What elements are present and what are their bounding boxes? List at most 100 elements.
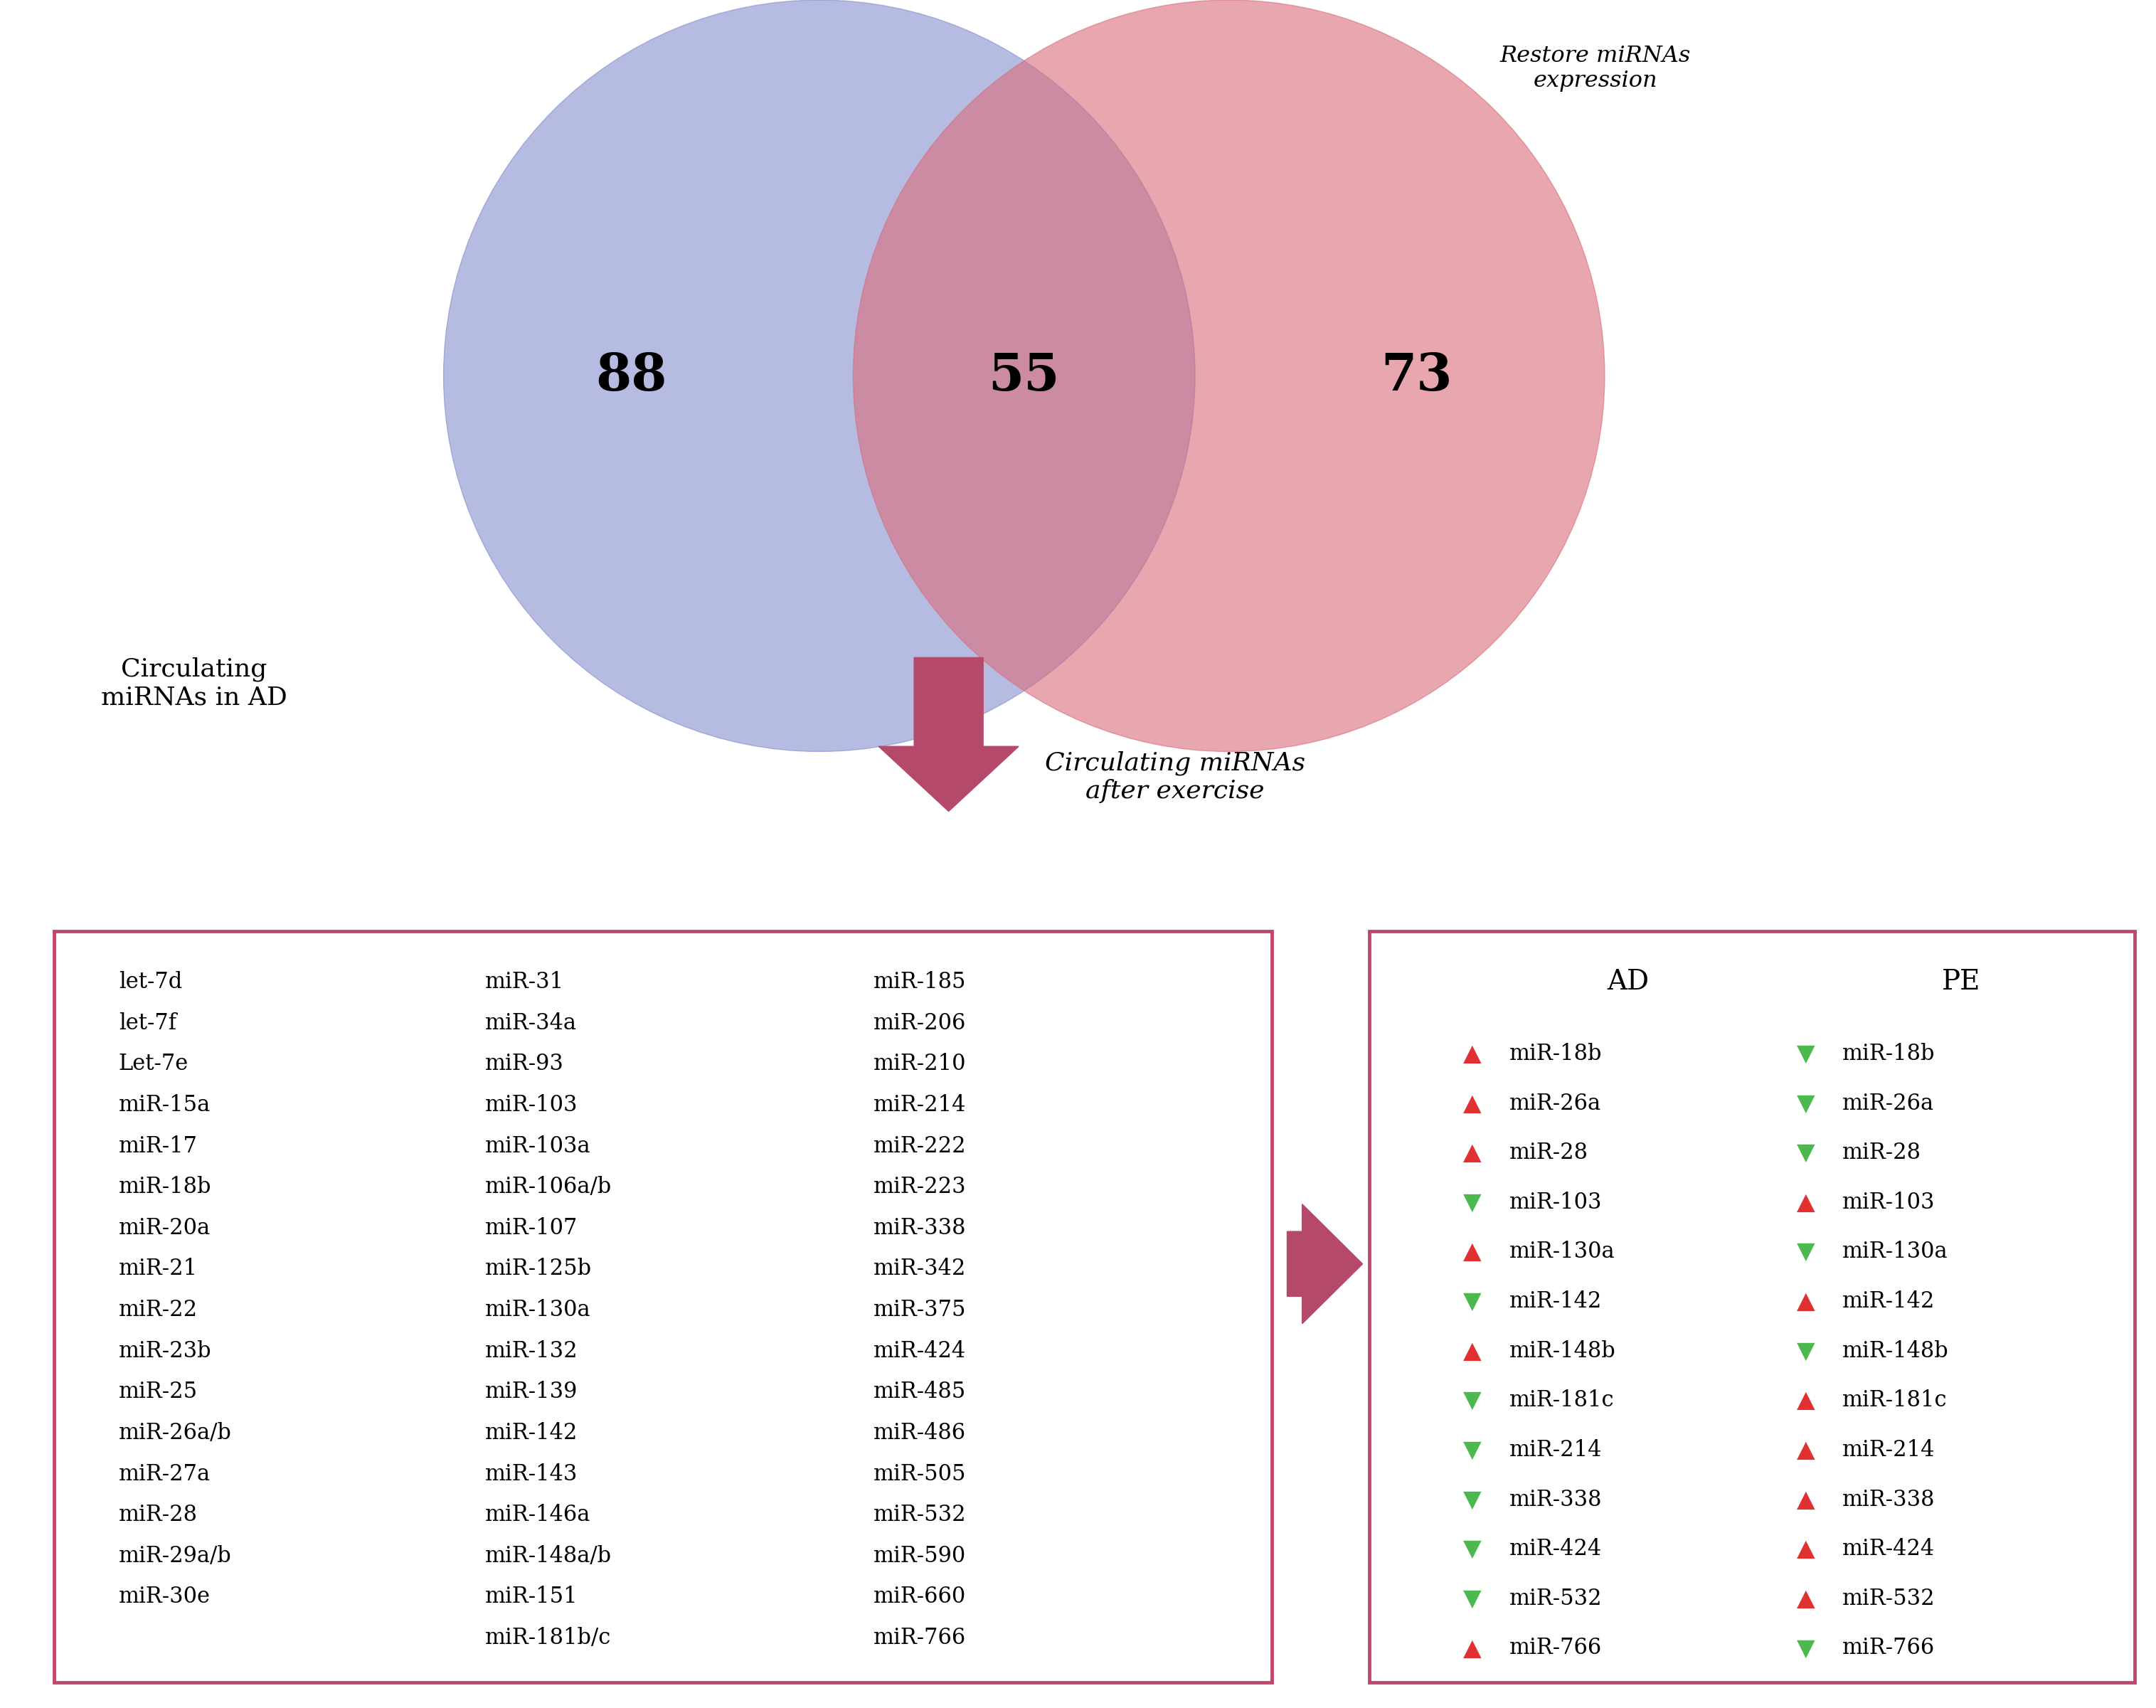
- Text: ▲: ▲: [1464, 1240, 1481, 1264]
- Text: miR-223: miR-223: [873, 1177, 966, 1197]
- Text: miR-222: miR-222: [873, 1136, 966, 1156]
- Text: miR-103a: miR-103a: [485, 1136, 591, 1156]
- Text: miR-139: miR-139: [485, 1382, 578, 1402]
- Text: ▼: ▼: [1464, 1537, 1481, 1561]
- Ellipse shape: [854, 0, 1604, 752]
- Text: Circulating miRNAs
after exercise: Circulating miRNAs after exercise: [1046, 752, 1304, 803]
- Text: miR-485: miR-485: [873, 1382, 966, 1402]
- Text: Let-7e: Let-7e: [119, 1054, 188, 1074]
- Text: miR-103: miR-103: [1843, 1192, 1936, 1213]
- Text: miR-26a: miR-26a: [1509, 1093, 1602, 1114]
- Text: miR-766: miR-766: [1509, 1638, 1602, 1658]
- Text: ▼: ▼: [1464, 1290, 1481, 1313]
- Text: ▲: ▲: [1464, 1141, 1481, 1165]
- FancyArrow shape: [880, 658, 1020, 811]
- Text: miR-146a: miR-146a: [485, 1505, 591, 1525]
- Text: miR-338: miR-338: [1509, 1489, 1602, 1510]
- Text: miR-532: miR-532: [1509, 1588, 1602, 1609]
- Text: miR-148b: miR-148b: [1843, 1341, 1949, 1361]
- Text: miR-206: miR-206: [873, 1013, 966, 1033]
- Text: Restore miRNAs
expression: Restore miRNAs expression: [1501, 44, 1690, 92]
- Text: ▼: ▼: [1464, 1190, 1481, 1214]
- FancyBboxPatch shape: [54, 931, 1272, 1682]
- Text: miR-505: miR-505: [873, 1464, 966, 1484]
- Text: miR-27a: miR-27a: [119, 1464, 211, 1484]
- Text: ▲: ▲: [1464, 1636, 1481, 1660]
- Text: ▼: ▼: [1796, 1240, 1815, 1264]
- Text: miR-29a/b: miR-29a/b: [119, 1546, 231, 1566]
- Text: miR-338: miR-338: [873, 1218, 966, 1238]
- Text: 55: 55: [987, 350, 1061, 401]
- Text: ▼: ▼: [1796, 1091, 1815, 1115]
- Text: miR-142: miR-142: [485, 1423, 578, 1443]
- Text: miR-30e: miR-30e: [119, 1587, 211, 1607]
- Text: miR-532: miR-532: [1843, 1588, 1936, 1609]
- Text: miR-342: miR-342: [873, 1259, 966, 1279]
- Text: miR-766: miR-766: [873, 1628, 966, 1648]
- FancyArrow shape: [1287, 1204, 1363, 1324]
- Text: miR-22: miR-22: [119, 1300, 198, 1320]
- Text: miR-130a: miR-130a: [485, 1300, 591, 1320]
- Text: miR-424: miR-424: [1509, 1539, 1602, 1559]
- Text: Circulating
miRNAs in AD: Circulating miRNAs in AD: [101, 658, 287, 709]
- Text: miR-28: miR-28: [119, 1505, 198, 1525]
- Text: miR-143: miR-143: [485, 1464, 578, 1484]
- Text: miR-185: miR-185: [873, 972, 966, 992]
- Text: ▼: ▼: [1464, 1488, 1481, 1512]
- Text: miR-486: miR-486: [873, 1423, 966, 1443]
- Text: miR-26a: miR-26a: [1843, 1093, 1934, 1114]
- Ellipse shape: [444, 0, 1194, 752]
- Text: ▲: ▲: [1796, 1537, 1815, 1561]
- Text: ▼: ▼: [1796, 1339, 1815, 1363]
- Text: miR-210: miR-210: [873, 1054, 966, 1074]
- Text: miR-31: miR-31: [485, 972, 565, 992]
- Text: miR-17: miR-17: [119, 1136, 198, 1156]
- Text: miR-532: miR-532: [873, 1505, 966, 1525]
- Text: miR-106a/b: miR-106a/b: [485, 1177, 612, 1197]
- Text: miR-18b: miR-18b: [1843, 1044, 1936, 1064]
- Text: miR-590: miR-590: [873, 1546, 966, 1566]
- Text: miR-151: miR-151: [485, 1587, 578, 1607]
- Text: 88: 88: [595, 350, 666, 401]
- Text: miR-181b/c: miR-181b/c: [485, 1628, 610, 1648]
- Text: miR-28: miR-28: [1509, 1143, 1589, 1163]
- Text: ▲: ▲: [1796, 1488, 1815, 1512]
- Text: miR-107: miR-107: [485, 1218, 578, 1238]
- Text: miR-15a: miR-15a: [119, 1095, 211, 1115]
- Text: miR-424: miR-424: [1843, 1539, 1936, 1559]
- Text: miR-142: miR-142: [1843, 1291, 1936, 1312]
- Text: ▼: ▼: [1464, 1438, 1481, 1462]
- Text: miR-214: miR-214: [1509, 1440, 1602, 1460]
- Text: miR-132: miR-132: [485, 1341, 578, 1361]
- Text: miR-125b: miR-125b: [485, 1259, 593, 1279]
- Text: miR-766: miR-766: [1843, 1638, 1936, 1658]
- Text: miR-660: miR-660: [873, 1587, 966, 1607]
- Text: miR-214: miR-214: [1843, 1440, 1936, 1460]
- Text: miR-338: miR-338: [1843, 1489, 1936, 1510]
- Text: miR-148a/b: miR-148a/b: [485, 1546, 612, 1566]
- Text: miR-142: miR-142: [1509, 1291, 1602, 1312]
- Text: miR-103: miR-103: [485, 1095, 578, 1115]
- Text: miR-18b: miR-18b: [1509, 1044, 1602, 1064]
- Text: miR-130a: miR-130a: [1843, 1242, 1949, 1262]
- Text: ▼: ▼: [1464, 1587, 1481, 1611]
- Text: ▲: ▲: [1464, 1091, 1481, 1115]
- Text: ▼: ▼: [1796, 1636, 1815, 1660]
- Text: miR-103: miR-103: [1509, 1192, 1602, 1213]
- Text: ▲: ▲: [1464, 1339, 1481, 1363]
- Text: AD: AD: [1606, 968, 1649, 996]
- Text: 73: 73: [1382, 350, 1453, 401]
- Text: miR-25: miR-25: [119, 1382, 198, 1402]
- Text: miR-130a: miR-130a: [1509, 1242, 1615, 1262]
- Text: ▼: ▼: [1796, 1042, 1815, 1066]
- Text: miR-424: miR-424: [873, 1341, 966, 1361]
- Text: ▲: ▲: [1796, 1587, 1815, 1611]
- Text: ▲: ▲: [1796, 1389, 1815, 1413]
- Text: miR-20a: miR-20a: [119, 1218, 211, 1238]
- Text: miR-21: miR-21: [119, 1259, 198, 1279]
- Text: miR-26a/b: miR-26a/b: [119, 1423, 231, 1443]
- Text: miR-93: miR-93: [485, 1054, 565, 1074]
- Text: miR-34a: miR-34a: [485, 1013, 578, 1033]
- Text: PE: PE: [1943, 968, 1981, 996]
- Text: ▲: ▲: [1464, 1042, 1481, 1066]
